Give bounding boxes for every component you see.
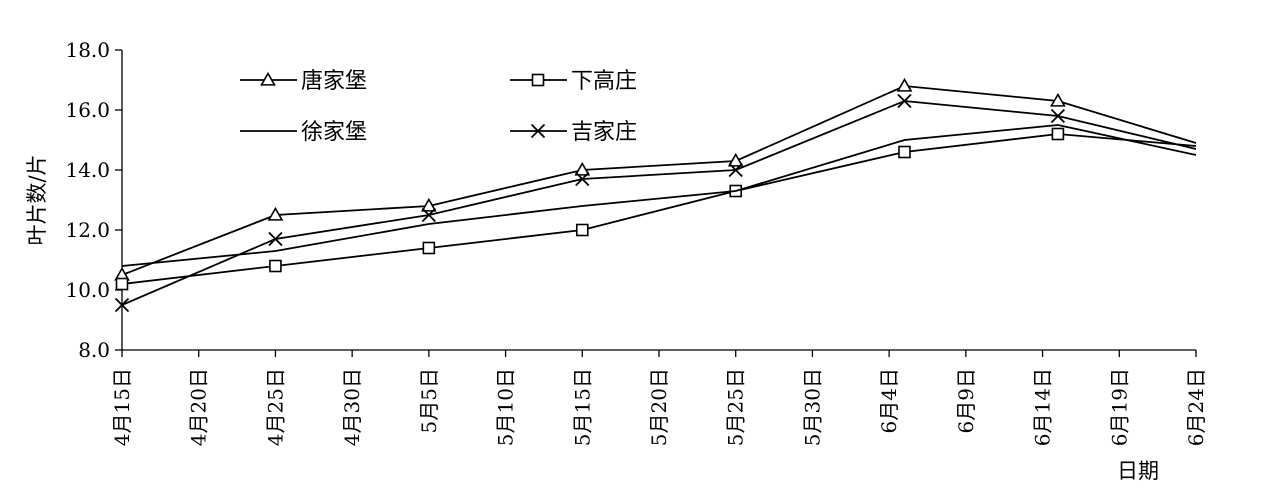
x-marker	[897, 93, 912, 109]
series-square	[115, 127, 1197, 291]
triangle-marker	[727, 152, 744, 167]
x-tick-label: 5月5日	[417, 368, 441, 433]
x-tick-label: 5月20日	[647, 368, 671, 446]
x-marker	[421, 207, 436, 223]
x-marker	[728, 162, 743, 178]
legend-item: 徐家堡	[240, 120, 367, 145]
x-tick-label: 5月25日	[724, 368, 748, 446]
legend-item: 下高庄	[510, 69, 637, 94]
x-marker	[575, 171, 590, 187]
x-tick-label: 6月4日	[877, 368, 901, 433]
y-tick-label: 18.0	[65, 38, 110, 62]
series-none	[121, 124, 1197, 267]
legend-item: 唐家堡	[240, 69, 367, 94]
x-tick-label: 6月24日	[1184, 368, 1208, 446]
square-marker	[422, 241, 436, 255]
series-group	[114, 77, 1197, 313]
triangle-marker	[420, 197, 437, 212]
x-marker	[1050, 108, 1066, 124]
series-line	[121, 100, 1197, 306]
series-line	[121, 85, 1197, 276]
y-tick-label: 12.0	[65, 218, 110, 242]
triangle-marker	[896, 77, 913, 92]
legend-item: 吉家庄	[510, 120, 637, 145]
square-marker	[269, 259, 282, 273]
x-tick-label: 5月30日	[800, 368, 824, 446]
square-marker	[1051, 127, 1065, 141]
square-marker	[575, 223, 589, 237]
triangle-marker	[1050, 92, 1066, 107]
square-marker	[531, 73, 545, 87]
x-tick-label: 5月15日	[570, 368, 594, 446]
y-tick-label: 14.0	[65, 158, 110, 182]
triangle-marker	[260, 71, 276, 86]
y-tick-label: 8.0	[78, 338, 110, 362]
axes: 8.0 10.0 12.0 14.0 16.0 18.0 4月15日 4月20日 4月25日 4月…	[65, 38, 1208, 446]
series-triangle	[114, 77, 1197, 281]
x-tick-label: 4月30日	[340, 368, 364, 446]
legend-label: 下高庄	[571, 69, 637, 94]
series-line	[121, 124, 1197, 267]
triangle-marker	[574, 161, 591, 176]
x-axis-title: 日期	[1117, 459, 1159, 483]
square-marker	[898, 145, 911, 159]
series-line	[121, 133, 1197, 285]
y-tick-label: 16.0	[65, 98, 110, 122]
legend-label: 唐家堡	[301, 69, 367, 94]
legend-label: 吉家庄	[571, 120, 637, 145]
x-tick-label: 6月14日	[1031, 368, 1055, 446]
legend-label: 徐家堡	[301, 120, 367, 145]
x-marker	[114, 297, 130, 313]
series-x	[114, 93, 1197, 313]
x-tick-label: 4月20日	[187, 368, 211, 446]
square-marker	[115, 277, 129, 291]
x-marker	[530, 123, 546, 139]
triangle-marker	[267, 206, 284, 221]
x-tick-label: 4月25日	[263, 368, 287, 446]
y-tick-label: 10.0	[65, 278, 110, 302]
x-tick-label: 5月10日	[494, 368, 518, 446]
x-tick-label: 4月15日	[110, 368, 134, 446]
x-tick-label: 6月19日	[1107, 368, 1131, 446]
y-axis-title: 叶片数/片	[25, 154, 49, 245]
x-marker	[268, 231, 283, 247]
x-tick-label: 6月9日	[954, 368, 978, 433]
